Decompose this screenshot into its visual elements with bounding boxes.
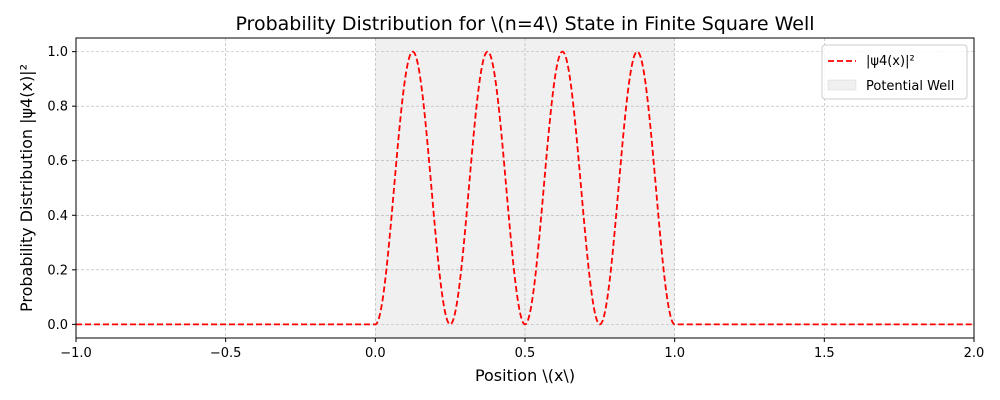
y-tick-label: 0.2 — [47, 263, 68, 278]
x-tick-label: −1.0 — [60, 346, 92, 361]
ticks-layer: −1.0 −0.5 0.0 0.5 1.0 1.5 2.0 0.0 0.2 0.4 0.6 0.8 1.… — [47, 45, 984, 361]
x-tick-label: 1.0 — [664, 346, 685, 361]
y-tick-label: 0.6 — [47, 154, 68, 169]
legend-label-potential-well: Potential Well — [866, 79, 954, 94]
y-axis-title: Probability Distribution |ψ4(x)|² — [17, 64, 36, 312]
x-tick-label: 0.0 — [365, 346, 386, 361]
y-tick-label: 0.0 — [47, 318, 68, 333]
x-tick-label: 0.5 — [515, 346, 536, 361]
chart-title: Probability Distribution for \(n=4\) Sta… — [235, 13, 814, 35]
x-tick-label: −0.5 — [210, 346, 242, 361]
legend-label-wavefunction: |ψ4(x)|² — [866, 54, 915, 69]
series-layer — [76, 50, 974, 326]
x-tick-label: 2.0 — [964, 346, 985, 361]
legend-box — [821, 44, 968, 100]
x-axis-title: Position \(x\) — [475, 366, 575, 385]
y-tick-label: 0.8 — [47, 100, 68, 115]
y-tick-label: 1.0 — [47, 45, 68, 60]
series-line-psi4 — [76, 50, 974, 326]
x-tick-label: 1.5 — [814, 346, 835, 361]
legend-region-swatch — [827, 79, 857, 91]
y-tick-label: 0.4 — [47, 209, 68, 224]
legend: |ψ4(x)|² Potential Well — [821, 44, 968, 100]
